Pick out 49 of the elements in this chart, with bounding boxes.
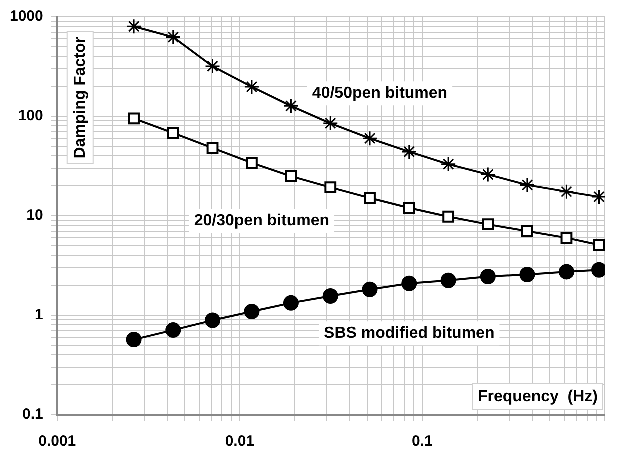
series-label: 20/30pen bitumen: [194, 212, 330, 230]
point: [482, 218, 494, 231]
y-tick-label: 1: [35, 306, 44, 324]
point: [166, 322, 182, 338]
point: [244, 304, 260, 320]
point: [283, 295, 299, 311]
point: [244, 79, 260, 95]
point: [283, 98, 299, 114]
point: [128, 112, 140, 125]
point: [480, 166, 496, 182]
point: [126, 18, 142, 34]
point: [324, 182, 337, 194]
point: [480, 269, 496, 285]
x-tick-label: 0.01: [225, 433, 255, 450]
point: [402, 144, 418, 160]
y-tick-label: 0.1: [22, 406, 44, 424]
point: [166, 30, 182, 46]
point: [520, 266, 536, 282]
point: [440, 272, 456, 288]
y-tick-label: 10: [26, 207, 44, 224]
series-label: SBS modified bitumen: [324, 325, 495, 342]
point: [205, 58, 221, 74]
point: [206, 142, 219, 154]
point: [520, 177, 536, 193]
x-tick-label: 0.1: [412, 433, 433, 450]
point: [285, 170, 298, 182]
point: [558, 184, 574, 200]
point: [403, 202, 416, 214]
x-axis-title: Frequency (Hz): [478, 388, 598, 406]
point: [558, 264, 574, 280]
point: [126, 332, 142, 348]
point: [442, 210, 455, 223]
point: [364, 192, 376, 204]
x-tick-label: 0.001: [38, 433, 76, 450]
y-tick-label: 100: [18, 108, 44, 125]
point: [205, 312, 221, 328]
point: [440, 156, 456, 172]
point: [322, 288, 338, 304]
y-axis-title: Damping Factor: [72, 36, 89, 159]
series-label: 40/50pen bitumen: [312, 84, 448, 102]
point: [362, 130, 378, 146]
point: [167, 127, 180, 140]
point: [560, 232, 573, 244]
point: [246, 157, 258, 170]
point: [322, 116, 338, 132]
point: [522, 225, 534, 238]
point: [402, 276, 418, 292]
y-tick-label: 1000: [10, 8, 44, 26]
point: [362, 282, 378, 298]
